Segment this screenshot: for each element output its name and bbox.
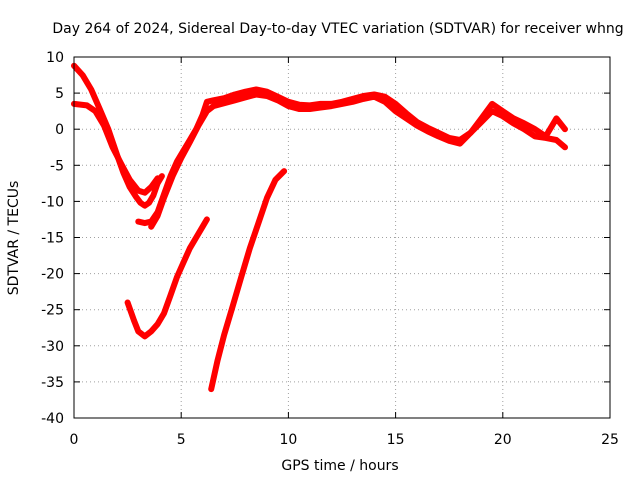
series-arc-2 [71,100,161,196]
x-tick-label: 5 [177,432,186,448]
axis-ticks [73,56,611,419]
y-tick-label: -20 [41,267,64,283]
y-tick-label: 0 [55,122,64,138]
y-tick-label: 10 [46,50,64,66]
y-tick-label: -25 [41,303,64,319]
x-tick-label: 20 [494,432,512,448]
x-tick-label: 10 [279,432,297,448]
chart-title: Day 264 of 2024, Sidereal Day-to-day VTE… [52,21,623,37]
y-tick-label: -30 [41,339,64,355]
x-tick-label: 0 [70,432,79,448]
series-arc-1 [71,62,165,209]
grid [74,57,610,418]
y-axis-label: SDTVAR / TECUs [6,181,22,296]
series-arc-4 [148,91,568,230]
x-tick-label: 15 [387,432,405,448]
x-tick-label: 25 [601,432,619,448]
y-tick-label: -5 [50,158,64,174]
y-tick-label: -10 [41,194,64,210]
x-axis-label: GPS time / hours [281,458,398,474]
series-arc-5 [124,216,210,340]
y-tick-label: -15 [41,231,64,247]
series-group [71,62,568,393]
y-tick-labels: -40 -35 -30 -25 -20 -15 -10 -5 0 5 10 [41,50,64,427]
x-tick-labels: 0 5 10 15 20 25 [70,432,619,448]
y-tick-label: -35 [41,375,64,391]
series-arc-6 [208,168,288,393]
y-tick-label: -40 [41,411,64,427]
y-tick-label: 5 [55,86,64,102]
